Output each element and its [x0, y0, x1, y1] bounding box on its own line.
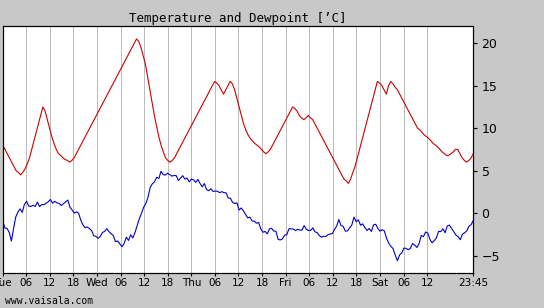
Text: www.vaisala.com: www.vaisala.com: [5, 297, 94, 306]
Title: Temperature and Dewpoint [’C]: Temperature and Dewpoint [’C]: [129, 12, 347, 25]
